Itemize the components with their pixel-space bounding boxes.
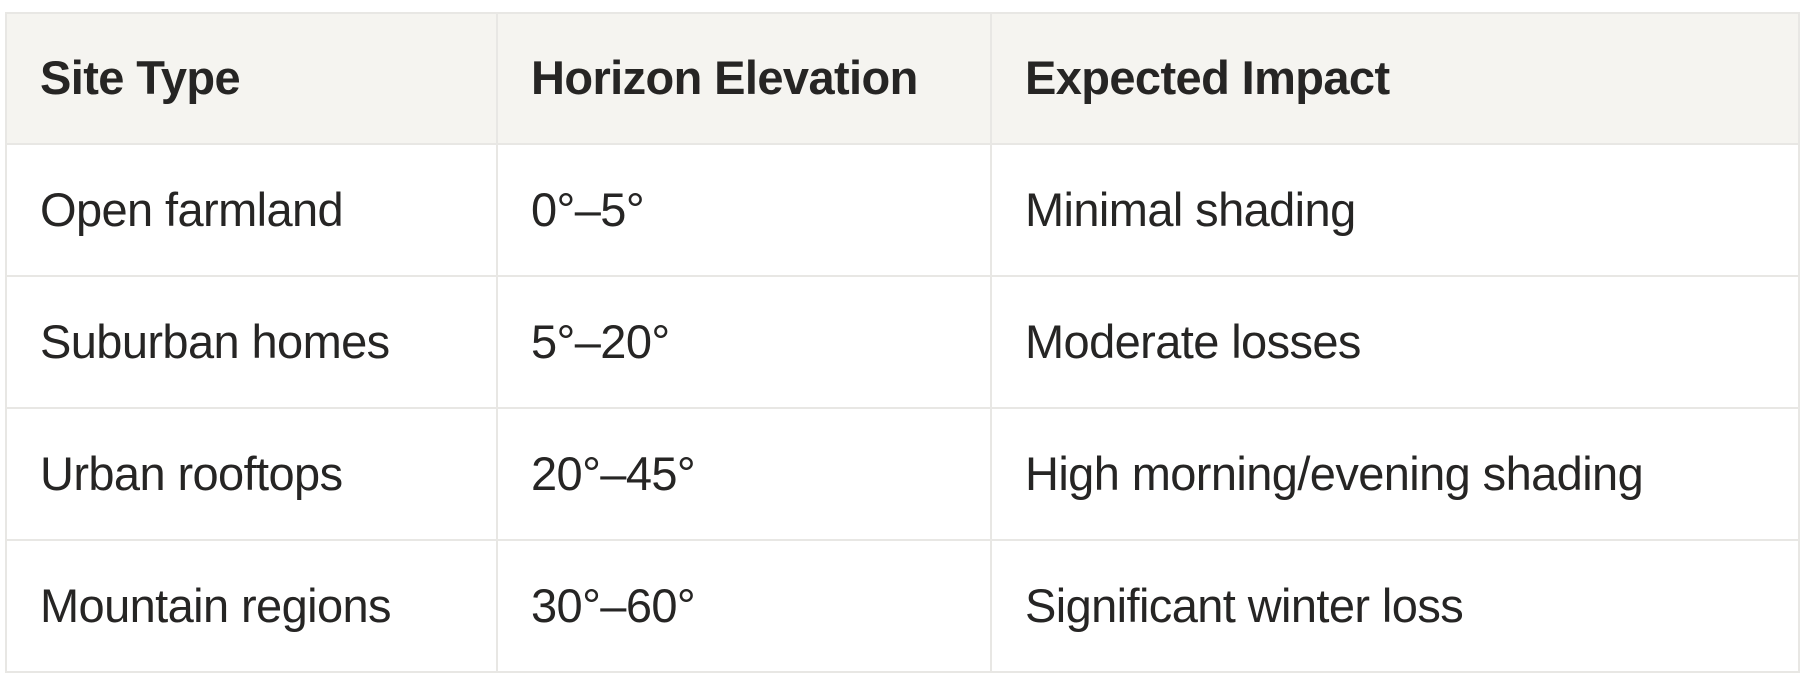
horizon-elevation-cell: 20°–45° bbox=[496, 407, 992, 541]
column-header-site-type: Site Type bbox=[5, 12, 498, 145]
horizon-elevation-cell: 0°–5° bbox=[496, 143, 992, 277]
expected-impact-cell: Moderate losses bbox=[990, 275, 1800, 409]
column-header-horizon-elevation: Horizon Elevation bbox=[496, 12, 992, 145]
expected-impact-cell: High morning/evening shading bbox=[990, 407, 1800, 541]
table-row: Open farmland 0°–5° Minimal shading bbox=[5, 143, 1800, 277]
expected-impact-cell: Significant winter loss bbox=[990, 539, 1800, 673]
horizon-elevation-cell: 5°–20° bbox=[496, 275, 992, 409]
site-type-cell: Urban rooftops bbox=[5, 407, 498, 541]
site-horizon-impact-table: Site Type Horizon Elevation Expected Imp… bbox=[5, 12, 1800, 673]
table-row: Urban rooftops 20°–45° High morning/even… bbox=[5, 407, 1800, 541]
expected-impact-cell: Minimal shading bbox=[990, 143, 1800, 277]
table-row: Mountain regions 30°–60° Significant win… bbox=[5, 539, 1800, 673]
table-row: Suburban homes 5°–20° Moderate losses bbox=[5, 275, 1800, 409]
column-header-expected-impact: Expected Impact bbox=[990, 12, 1800, 145]
table-header-row: Site Type Horizon Elevation Expected Imp… bbox=[5, 12, 1800, 145]
horizon-elevation-cell: 30°–60° bbox=[496, 539, 992, 673]
site-type-cell: Suburban homes bbox=[5, 275, 498, 409]
site-type-cell: Mountain regions bbox=[5, 539, 498, 673]
site-type-cell: Open farmland bbox=[5, 143, 498, 277]
